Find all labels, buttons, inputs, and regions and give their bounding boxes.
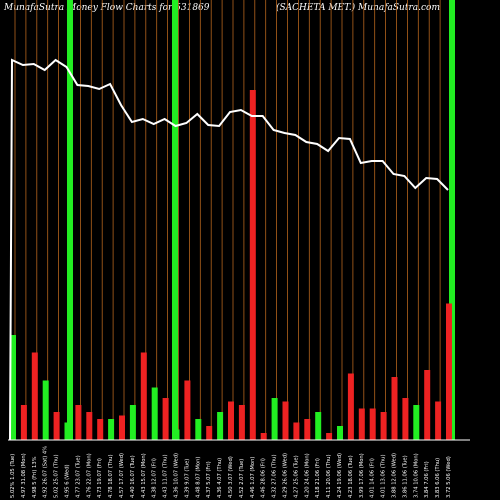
x-tick-label: 4.46 1.07 (Mon) bbox=[250, 457, 256, 498]
x-tick-label: 4.46 28.06 (Fri) bbox=[261, 458, 267, 498]
bar-31 bbox=[337, 426, 343, 440]
x-tick-label: 4.36 4.07 (Thu) bbox=[217, 458, 223, 498]
bar-38 bbox=[413, 405, 420, 440]
x-tick-label: 4.37 5.07 (Fri) bbox=[206, 461, 212, 498]
highlight-band bbox=[67, 0, 73, 440]
bar-22 bbox=[238, 405, 245, 440]
x-tick-label: 4.43 11.07 (Thu) bbox=[163, 455, 169, 499]
bar-8 bbox=[86, 412, 93, 440]
x-tick-label: 4.18 21.06 (Fri) bbox=[315, 458, 321, 498]
bar-1 bbox=[10, 335, 16, 440]
x-tick-label: 4.52 2.07 (Tue) bbox=[239, 459, 245, 498]
bar-19 bbox=[206, 426, 213, 440]
x-tick-label: 4.39 9.07 (Tue) bbox=[184, 459, 190, 498]
x-tick-label: 3.84 7.06 (Fri) bbox=[424, 461, 430, 498]
x-tick-label: 4.40 16.07 (Tue) bbox=[130, 455, 136, 498]
bar-41 bbox=[446, 303, 452, 440]
bar-20 bbox=[217, 412, 224, 440]
x-tick-label: 4.01 14.06 (Fri) bbox=[370, 458, 376, 498]
x-tick-label: 4.27 25.06 (Tue) bbox=[293, 455, 299, 498]
x-tick-label: 4.92 26.07 (Sat) 4% bbox=[43, 446, 49, 498]
x-tick-label: 3.99 17.06 (Mon) bbox=[359, 453, 365, 498]
x-tick-label: 4.97 31.08 (Mon) bbox=[21, 453, 27, 498]
x-tick-label: 4.78 18.07 (Thu) bbox=[108, 455, 114, 499]
bar-17 bbox=[184, 380, 191, 440]
bar-33 bbox=[358, 408, 365, 440]
chart-title-left: MunafaSutra Money Flow Charts for 531869 bbox=[4, 3, 210, 13]
bar-4 bbox=[42, 380, 49, 440]
x-tick-label: 4.23 18.06 (Tue) bbox=[348, 455, 354, 498]
bar-29 bbox=[315, 412, 322, 440]
x-tick-label: 3.74 10.06 (Mon) bbox=[413, 453, 419, 498]
x-tick-label: 3.86 11.06 (Tue) bbox=[402, 455, 408, 498]
bar-18 bbox=[195, 419, 202, 440]
bar-30 bbox=[326, 433, 333, 440]
x-tick-label: 4.77 23.07 (Tue) bbox=[75, 455, 81, 498]
x-tick-label: 4.38 12.07 (Fri) bbox=[152, 458, 158, 498]
x-tick-label: 4.76 22.07 (Mon) bbox=[86, 453, 92, 498]
x-tick-label: 4.11 20.06 (Thu) bbox=[326, 455, 332, 499]
x-tick-label: 3.83 6.06 (Thu) bbox=[435, 458, 441, 498]
bar-26 bbox=[282, 401, 289, 440]
x-tick-label: 4.48 8.07 (Mon) bbox=[195, 457, 201, 498]
bar-3 bbox=[31, 352, 38, 440]
bar-36 bbox=[391, 377, 398, 440]
bar-23 bbox=[249, 90, 256, 440]
bar-21 bbox=[228, 401, 234, 440]
bar-35 bbox=[380, 412, 387, 440]
highlight-band bbox=[449, 0, 455, 440]
chart-title-right: (SACHETA MET.) MunafaSutra.com bbox=[275, 3, 440, 13]
bar-15 bbox=[162, 398, 169, 440]
bar-34 bbox=[369, 408, 376, 440]
bar-27 bbox=[293, 422, 300, 440]
bar-14 bbox=[151, 387, 158, 440]
bar-6 bbox=[64, 422, 71, 440]
bar-13 bbox=[140, 352, 147, 440]
bar-2 bbox=[20, 405, 27, 440]
bar-24 bbox=[260, 433, 267, 440]
x-tick-label: 4.57 17.07 (Wed) bbox=[119, 453, 125, 498]
highlight-band bbox=[172, 0, 178, 440]
x-tick-label: 4.29 26.06 (Wed) bbox=[283, 453, 289, 498]
bar-40 bbox=[435, 401, 442, 440]
x-tick-label: 3.88 12.06 (Wed) bbox=[392, 453, 398, 498]
bar-11 bbox=[119, 415, 125, 440]
x-tick-label: 4.32 27.06 (Thu) bbox=[272, 455, 278, 499]
x-tick-label: 4.20 24.06 (Mon) bbox=[304, 453, 310, 498]
bar-7 bbox=[75, 405, 82, 440]
x-tick-label: 3.72 5.06 (Wed) bbox=[446, 456, 452, 498]
bar-12 bbox=[129, 405, 136, 440]
bar-10 bbox=[108, 419, 115, 440]
x-tick-label: 4.95 6 (Wed) bbox=[65, 464, 71, 498]
x-tick-label: 5.02% 1.05 (Tue) bbox=[10, 454, 16, 498]
x-tick-label: 4.43 15.07 (Mon) bbox=[141, 453, 147, 498]
x-tick-label: 4.36 10.07 (Wed) bbox=[174, 453, 180, 498]
bar-39 bbox=[424, 370, 431, 440]
x-tick-label: 4.24 19.06 (Wed) bbox=[337, 453, 343, 498]
x-tick-label: 4.01 13.06 (Thu) bbox=[381, 455, 387, 499]
bar-37 bbox=[402, 398, 409, 440]
bar-28 bbox=[304, 419, 311, 440]
bar-5 bbox=[53, 412, 60, 440]
bar-25 bbox=[271, 398, 278, 440]
bar-16 bbox=[173, 429, 180, 440]
price-line bbox=[9, 58, 449, 441]
x-tick-label: 4.73 19.07 (Fri) bbox=[97, 458, 103, 498]
x-tick-label: 4.50 3.07 (Wed) bbox=[228, 456, 234, 498]
x-tick-label: 5.02 25.07 (Thu) bbox=[54, 455, 60, 499]
bar-9 bbox=[97, 419, 104, 440]
x-tick-label: 4.98 5 (Fri) 13% bbox=[32, 456, 38, 498]
bar-32 bbox=[347, 373, 354, 440]
